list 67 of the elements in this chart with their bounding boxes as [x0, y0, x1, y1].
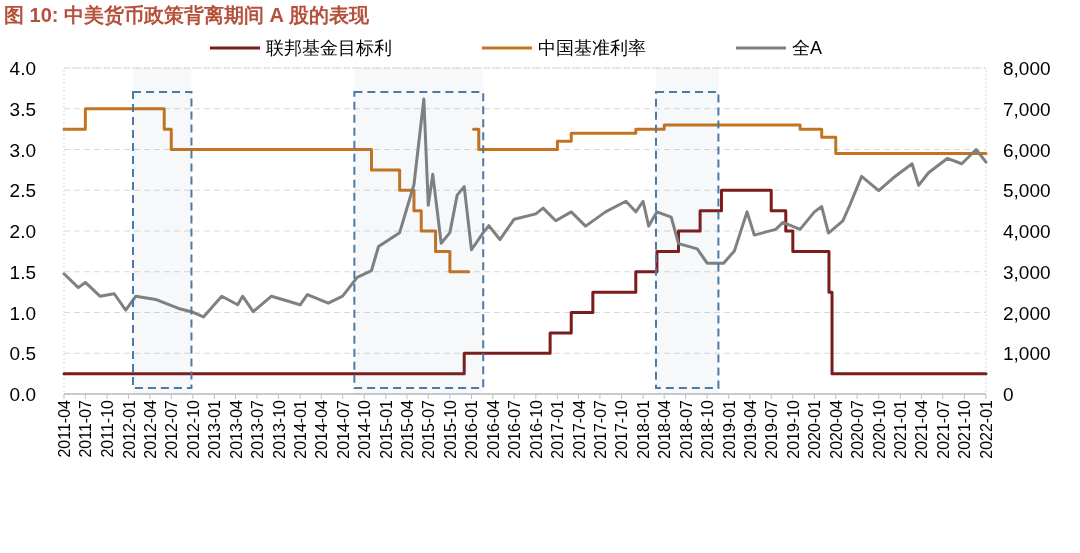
x-tick-label: 2014-10 — [356, 399, 374, 459]
x-tick-label: 2021-01 — [892, 399, 910, 459]
x-tick-label: 2020-01 — [806, 399, 824, 459]
y-tick-label: 1.0 — [9, 302, 36, 324]
x-tick-label: 2019-04 — [741, 399, 759, 459]
x-tick-label: 2013-04 — [227, 399, 245, 459]
x-tick-label: 2011-04 — [56, 399, 73, 458]
y-tick-label: 4.0 — [9, 58, 36, 79]
y-tick-label: 3.5 — [9, 98, 36, 120]
y2-tick-label: 8,000 — [1003, 58, 1051, 79]
x-tick-label: 2013-01 — [206, 399, 224, 459]
x-tick-label: 2015-04 — [398, 399, 416, 459]
x-tick-label: 2018-10 — [699, 399, 717, 459]
x-tick-label: 2017-04 — [570, 399, 588, 459]
x-tick-label: 2012-07 — [163, 399, 181, 459]
y2-tick-label: 6,000 — [1003, 139, 1051, 161]
x-tick-label: 2021-04 — [913, 399, 931, 459]
y2-tick-label: 5,000 — [1003, 180, 1051, 202]
x-tick-label: 2021-07 — [934, 399, 952, 459]
legend-label: 联邦基金目标利 — [266, 38, 392, 58]
x-tick-label: 2015-07 — [420, 399, 438, 459]
x-tick-label: 2020-04 — [827, 399, 845, 459]
y2-tick-label: 3,000 — [1003, 261, 1051, 283]
x-tick-label: 2012-10 — [184, 399, 202, 459]
x-tick-label: 2019-01 — [720, 399, 738, 459]
x-tick-label: 2021-10 — [956, 399, 974, 459]
y2-tick-label: 4,000 — [1003, 221, 1051, 242]
x-tick-label: 2019-10 — [784, 399, 802, 459]
y-tick-label: 0.0 — [9, 384, 36, 405]
x-tick-label: 2013-10 — [270, 399, 288, 459]
x-tick-label: 2016-01 — [463, 399, 481, 459]
x-tick-label: 2017-07 — [591, 399, 609, 459]
y-tick-label: 0.5 — [9, 343, 36, 365]
x-tick-label: 2011-10 — [98, 399, 116, 458]
chart-title: 图 10: 中美货币政策背离期间 A 股的表现 — [4, 4, 370, 26]
y-tick-label: 1.5 — [9, 261, 36, 283]
x-tick-label: 2015-01 — [377, 399, 395, 459]
x-tick-label: 2018-01 — [635, 399, 653, 459]
legend-label: 全A — [792, 38, 823, 58]
y-tick-label: 3.0 — [9, 139, 36, 161]
x-tick-label: 2014-07 — [334, 399, 352, 459]
line-series — [62, 97, 988, 319]
y-tick-label: 2.0 — [9, 221, 36, 242]
x-tick-label: 2016-10 — [527, 399, 545, 459]
x-tick-label: 2017-01 — [549, 399, 567, 459]
y2-tick-label: 7,000 — [1003, 98, 1051, 120]
y-tick-label: 2.5 — [9, 180, 36, 202]
x-tick-label: 2019-07 — [763, 399, 781, 459]
x-tick-label: 2013-07 — [248, 399, 266, 459]
x-tick-label: 2020-10 — [870, 399, 888, 459]
x-tick-label: 2016-04 — [484, 399, 502, 459]
y2-tick-label: 2,000 — [1003, 302, 1051, 324]
x-tick-label: 2018-07 — [677, 399, 695, 459]
x-tick-label: 2016-07 — [506, 399, 524, 459]
x-tick-label: 2020-07 — [849, 399, 867, 459]
x-tick-label: 2017-10 — [613, 399, 631, 459]
x-tick-label: 2014-04 — [313, 399, 331, 459]
y2-tick-label: 1,000 — [1003, 343, 1051, 365]
x-tick-label: 2015-10 — [441, 399, 459, 459]
y2-tick-label: 0 — [1003, 384, 1014, 405]
x-tick-label: 2018-04 — [656, 399, 674, 459]
legend-label: 中国基准利率 — [538, 38, 646, 58]
x-tick-label: 2012-04 — [141, 399, 159, 459]
x-tick-label: 2012-01 — [120, 399, 138, 459]
x-tick-label: 2014-01 — [292, 399, 310, 459]
x-tick-label: 2022-01 — [978, 399, 995, 459]
x-tick-label: 2011-07 — [77, 399, 95, 458]
